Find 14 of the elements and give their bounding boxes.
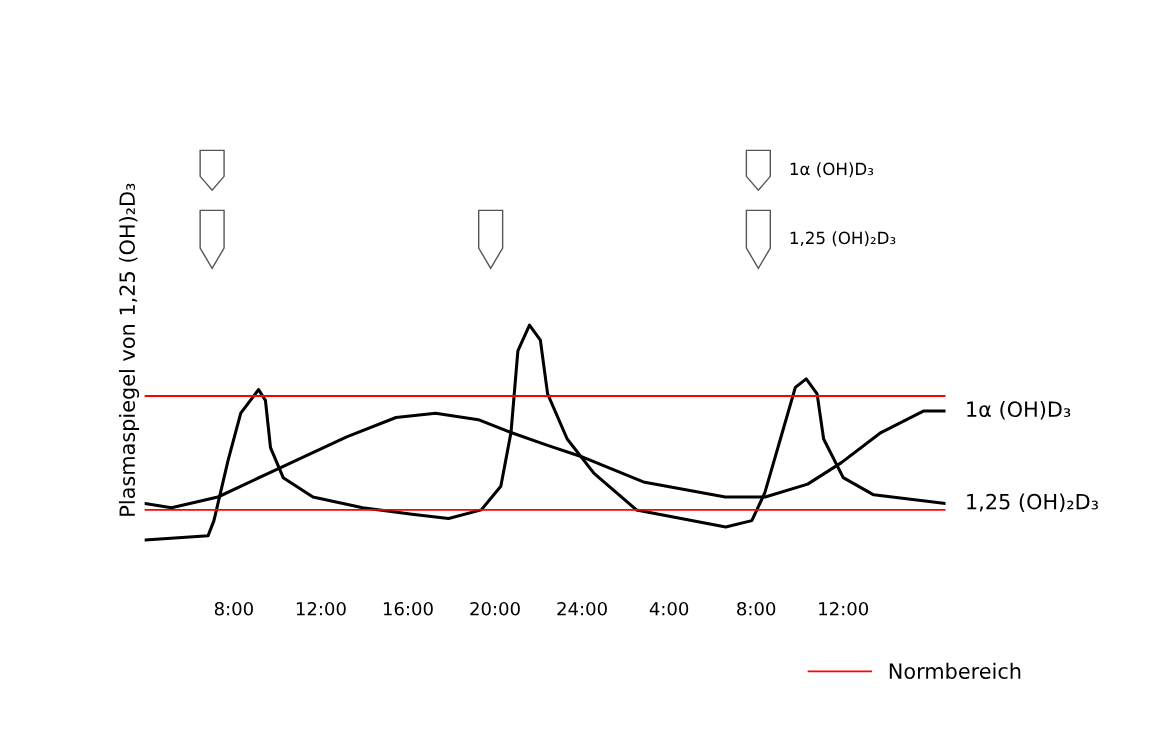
legend-label: Normbereich: [889, 662, 1021, 679]
x-tick-label: 4:00: [649, 601, 689, 616]
x-tick-label: 20:00: [470, 601, 520, 616]
series-label: 1,25 (OH)₂D₃: [967, 493, 1098, 512]
x-tick-label: 24:00: [557, 601, 607, 616]
x-tick-label: 16:00: [383, 601, 433, 616]
x-tick-label: 8:00: [737, 601, 776, 616]
series-label: 1α (OH)D₃: [967, 401, 1071, 420]
x-tick-label: 12:00: [819, 601, 869, 616]
y-axis-title: Plasmaspiegel von 1,25 (OH)₂D₃: [118, 183, 140, 516]
text: 1,25 (OH)₂D₃: [790, 231, 896, 247]
text: 1α (OH)D₃: [790, 162, 874, 178]
x-tick-label: 12:00: [296, 601, 346, 616]
x-tick-label: 8:00: [214, 601, 253, 616]
